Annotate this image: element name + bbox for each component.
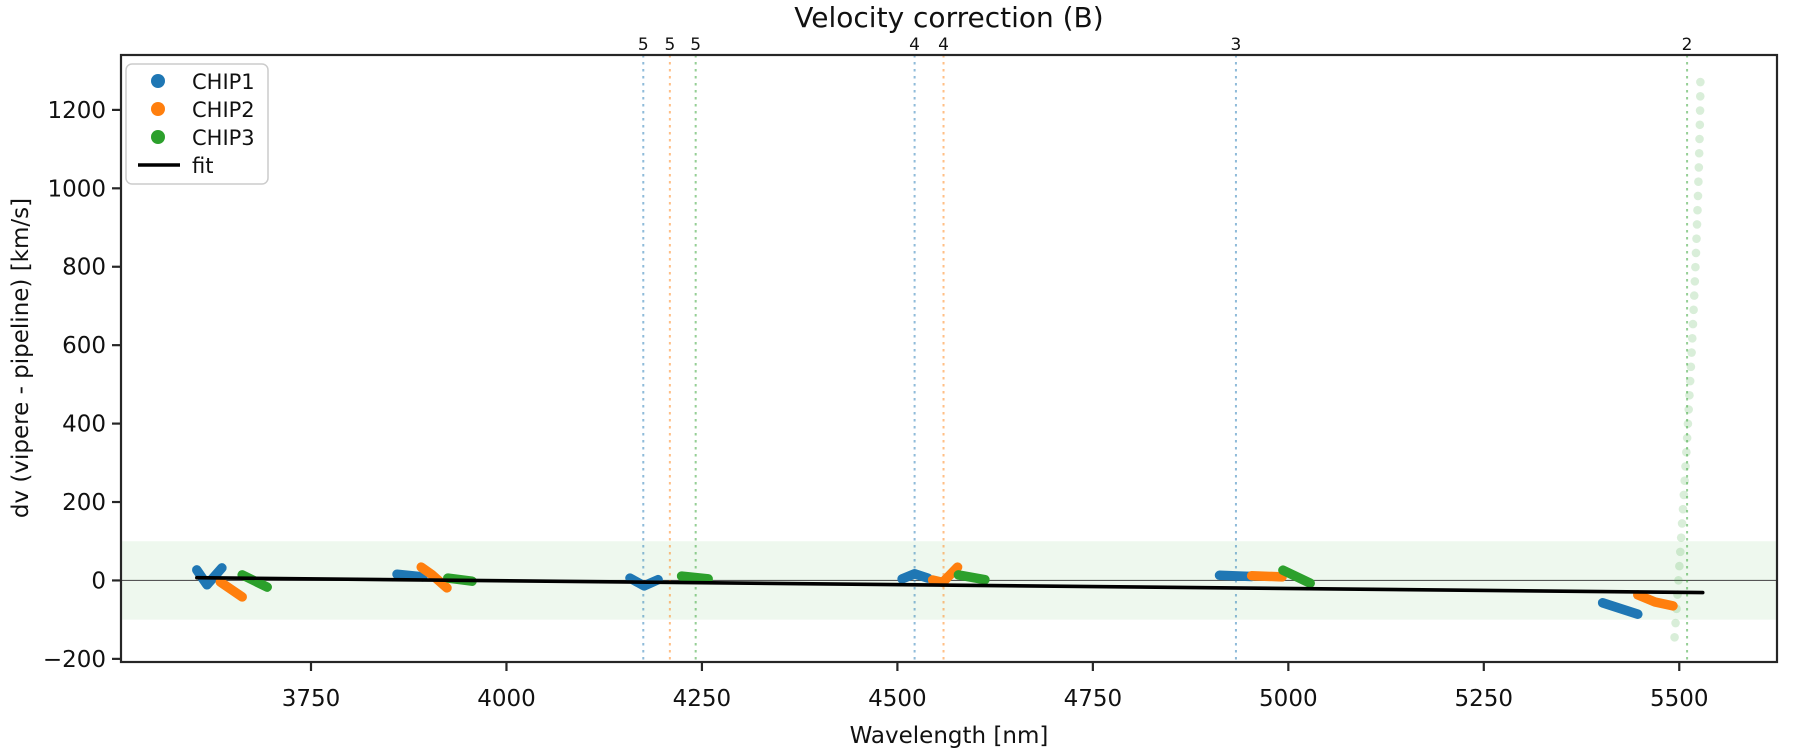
scatter-segment-CHIP1: [1597, 598, 1643, 619]
scatter-segment-CHIP2: [927, 562, 963, 588]
vline-label: 4: [938, 35, 949, 55]
faded-dot: [1682, 433, 1692, 443]
legend-label-chip2: CHIP2: [192, 98, 255, 122]
vline-label: 5: [690, 35, 701, 55]
x-tick-label: 4750: [1064, 686, 1123, 712]
faded-dot: [1674, 576, 1683, 585]
y-tick-label: 400: [62, 412, 106, 438]
faded-dot: [1670, 632, 1679, 642]
legend-label-chip1: CHIP1: [192, 70, 255, 94]
faded-dot: [1671, 618, 1680, 628]
y-tick-label: 800: [62, 255, 106, 281]
faded-dot: [1694, 163, 1704, 172]
faded-dot: [1691, 248, 1701, 258]
faded-dot: [1687, 348, 1696, 357]
y-tick-label: 1200: [47, 98, 106, 124]
scatter-segment-CHIP1: [1214, 570, 1257, 582]
faded-dot: [1695, 91, 1705, 101]
legend-label-chip3: CHIP3: [192, 126, 255, 150]
x-axis-label: Wavelength [nm]: [850, 723, 1049, 749]
scatter-segment-CHIP2: [416, 562, 452, 593]
scatter-segment-CHIP3: [1278, 565, 1315, 588]
faded-dot: [1690, 277, 1700, 286]
faded-dot: [1680, 476, 1689, 485]
scatter-segment-CHIP2: [1633, 590, 1678, 611]
faded-dot: [1685, 390, 1694, 400]
legend-marker-chip3: [151, 130, 165, 144]
vline-label: 4: [909, 35, 920, 55]
y-axis-label: dv (vipere - pipeline) [km/s]: [8, 198, 34, 518]
y-tick-label: 200: [62, 490, 106, 516]
vline-label: 5: [664, 35, 675, 55]
x-tick-label: 3750: [282, 686, 341, 712]
faded-dot: [1689, 291, 1699, 300]
faded-dot: [1678, 504, 1688, 514]
x-tick-label: 5250: [1455, 686, 1514, 712]
legend-marker-chip1: [151, 74, 165, 88]
legend-label-fit: fit: [192, 154, 213, 178]
axes-frame: [119, 53, 1779, 664]
faded-dot: [1682, 447, 1691, 457]
legend: CHIP1 CHIP2 CHIP3 fit: [125, 63, 269, 185]
x-tick-label: 5000: [1259, 686, 1318, 712]
y-tick-label: −200: [43, 647, 106, 673]
faded-dot: [1686, 362, 1696, 372]
y-tick-label: 1000: [47, 176, 106, 202]
faded-dot: [1676, 533, 1686, 542]
vline-label: 2: [1682, 35, 1693, 55]
faded-dot: [1684, 405, 1693, 414]
faded-dot: [1681, 462, 1690, 471]
faded-dot: [1689, 305, 1698, 315]
faded-dot: [1679, 490, 1689, 500]
fit-line: [195, 575, 1705, 595]
legend-box: [125, 63, 269, 185]
faded-dot: [1685, 376, 1695, 386]
scatter-segment-CHIP3: [953, 570, 990, 585]
faded-dot: [1694, 177, 1703, 187]
faded-dot: [1694, 148, 1704, 158]
y-tick-label: 0: [91, 568, 106, 594]
faded-dot: [1688, 319, 1698, 329]
vline-label: 3: [1231, 35, 1242, 55]
faded-dot: [1693, 191, 1703, 201]
x-tick-label: 4500: [868, 686, 927, 712]
faded-dot: [1695, 134, 1704, 144]
scatter-segment-CHIP2: [1246, 570, 1287, 582]
scatter-segment-CHIP2: [215, 577, 247, 602]
scatter-segment-CHIP1: [192, 563, 227, 590]
faded-dot: [1695, 120, 1705, 130]
legend-marker-chip2: [151, 102, 165, 116]
scatter-segment-CHIP3: [676, 571, 713, 584]
faded-dot: [1692, 234, 1701, 243]
x-tick-label: 4250: [673, 686, 732, 712]
faded-dot: [1695, 106, 1705, 115]
faded-dot: [1692, 220, 1702, 229]
faded-dot: [1693, 205, 1702, 215]
faded-dot: [1675, 561, 1684, 571]
scatter-segment-CHIP1: [897, 569, 933, 584]
faded-dot: [1691, 262, 1700, 272]
x-tick-label: 4000: [477, 686, 536, 712]
y-tick-label: 600: [62, 333, 106, 359]
faded-dot: [1677, 519, 1687, 528]
scatter-segment-CHIP1: [392, 569, 428, 582]
faded-dot: [1683, 419, 1693, 429]
faded-dot: [1687, 334, 1697, 343]
vline-label: 5: [638, 35, 649, 55]
faded-dot: [1696, 77, 1705, 87]
faded-dot: [1675, 547, 1685, 557]
chart-title: Velocity correction (B): [794, 1, 1103, 34]
x-tick-label: 5500: [1650, 686, 1709, 712]
